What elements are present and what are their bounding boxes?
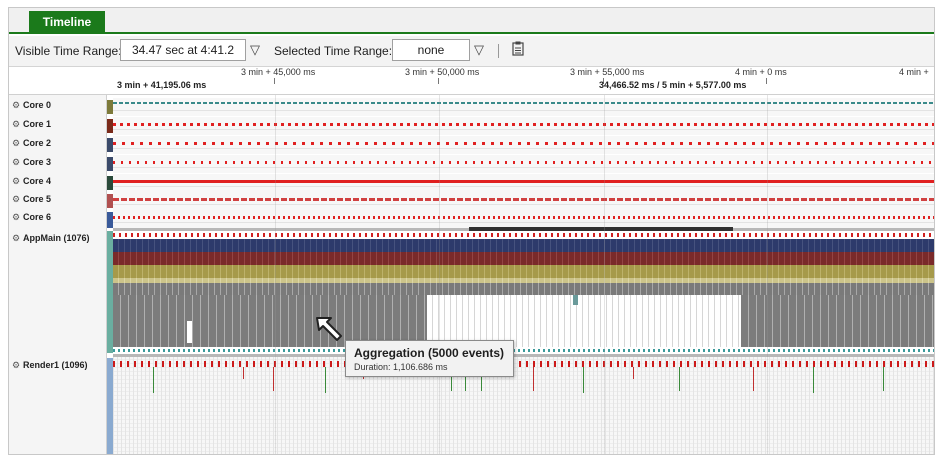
tooltip-title: Aggregation (5000 events) xyxy=(354,346,505,360)
core-track[interactable] xyxy=(113,117,934,135)
visible-range-label: Visible Time Range: xyxy=(15,44,122,58)
time-gridline xyxy=(439,95,440,454)
selected-range-label: Selected Time Range: xyxy=(274,44,393,58)
visible-range-dropdown-icon[interactable]: ▽ xyxy=(250,42,260,57)
ruler-start-label: 3 min + 41,195.06 ms xyxy=(117,80,207,90)
tab-timeline[interactable]: Timeline xyxy=(29,11,105,34)
core-color-strip xyxy=(107,212,113,228)
gear-icon[interactable]: ⚙ xyxy=(12,212,21,222)
ruler-tick xyxy=(438,78,439,84)
core-color-strip xyxy=(107,157,113,171)
ruler-tick xyxy=(603,78,604,84)
toolbar: Visible Time Range: 34.47 sec at 4:41.2 … xyxy=(9,36,934,67)
time-gridline xyxy=(767,95,768,454)
core-color-strip xyxy=(107,119,113,133)
core-track[interactable] xyxy=(113,192,934,210)
core-row-label[interactable]: ⚙ Core 6 xyxy=(12,212,52,222)
tab-bar: Timeline xyxy=(9,8,934,34)
thread-color-strip xyxy=(107,231,113,353)
core-track[interactable] xyxy=(113,136,934,154)
mouse-cursor-icon xyxy=(315,316,345,345)
gear-icon[interactable]: ⚙ xyxy=(12,360,21,370)
gear-icon[interactable]: ⚙ xyxy=(12,176,21,186)
core-track[interactable] xyxy=(113,98,934,116)
section-divider xyxy=(113,354,934,357)
selected-range-dropdown-icon[interactable]: ▽ xyxy=(474,42,484,57)
gear-icon[interactable]: ⚙ xyxy=(12,194,21,204)
ruler-range-label: 34,466.52 ms / 5 min + 5,577.00 ms xyxy=(599,80,747,90)
timeline-window: Timeline Visible Time Range: 34.47 sec a… xyxy=(8,7,935,455)
selection-bar[interactable] xyxy=(469,227,733,231)
time-gridline xyxy=(604,95,605,454)
time-ruler[interactable]: 3 min + 45,000 ms 3 min + 50,000 ms 3 mi… xyxy=(9,67,934,95)
clipboard-icon[interactable] xyxy=(512,41,524,59)
ruler-tick-label: 3 min + 45,000 ms xyxy=(241,67,316,77)
thread-color-strip xyxy=(107,358,113,454)
thread-row-label-render1[interactable]: ⚙ Render1 (1096) xyxy=(12,360,88,370)
ruler-tick-label: 3 min + 55,000 ms xyxy=(570,67,645,77)
selected-range-field[interactable]: none xyxy=(392,39,470,61)
row-label-column: ⚙ Core 0 ⚙ Core 1 ⚙ Core 2 ⚙ Core 3 ⚙ Core 4 … xyxy=(9,95,107,454)
gear-icon[interactable]: ⚙ xyxy=(12,233,21,243)
thread-row-label-appmain[interactable]: ⚙ AppMain (1076) xyxy=(12,233,90,243)
core-track[interactable] xyxy=(113,210,934,228)
core-row-label[interactable]: ⚙ Core 0 xyxy=(12,100,52,110)
track-area[interactable] xyxy=(113,95,934,454)
render1-track[interactable] xyxy=(113,357,934,454)
core-color-strip xyxy=(107,100,113,114)
core-track[interactable] xyxy=(113,155,934,173)
gear-icon[interactable]: ⚙ xyxy=(12,138,21,148)
ruler-tick xyxy=(274,78,275,84)
core-row-label[interactable]: ⚙ Core 1 xyxy=(12,119,52,129)
timeline-rows: ⚙ Core 0 ⚙ Core 1 ⚙ Core 2 ⚙ Core 3 ⚙ Core 4 … xyxy=(9,95,934,454)
appmain-track[interactable] xyxy=(113,231,934,353)
gear-icon[interactable]: ⚙ xyxy=(12,119,21,129)
aggregation-tooltip: Aggregation (5000 events) Duration: 1,10… xyxy=(345,340,514,377)
visible-range-field[interactable]: 34.47 sec at 4:41.2 xyxy=(120,39,246,61)
core-row-label[interactable]: ⚙ Core 4 xyxy=(12,176,52,186)
ruler-tick-label: 4 min + 0 ms xyxy=(735,67,787,77)
ruler-tick-label: 4 min + xyxy=(899,67,929,77)
core-row-label[interactable]: ⚙ Core 2 xyxy=(12,138,52,148)
ruler-tick-label: 3 min + 50,000 ms xyxy=(405,67,480,77)
gear-icon[interactable]: ⚙ xyxy=(12,157,21,167)
core-color-strip xyxy=(107,176,113,190)
core-row-label[interactable]: ⚙ Core 5 xyxy=(12,194,52,204)
ruler-tick xyxy=(766,78,767,84)
core-track[interactable] xyxy=(113,174,934,192)
core-color-strip xyxy=(107,194,113,208)
gear-icon[interactable]: ⚙ xyxy=(12,100,21,110)
tooltip-duration: Duration: 1,106.686 ms xyxy=(354,362,448,372)
core-row-label[interactable]: ⚙ Core 3 xyxy=(12,157,52,167)
time-gridline xyxy=(275,95,276,454)
core-color-strip xyxy=(107,138,113,152)
toolbar-separator xyxy=(498,44,499,58)
